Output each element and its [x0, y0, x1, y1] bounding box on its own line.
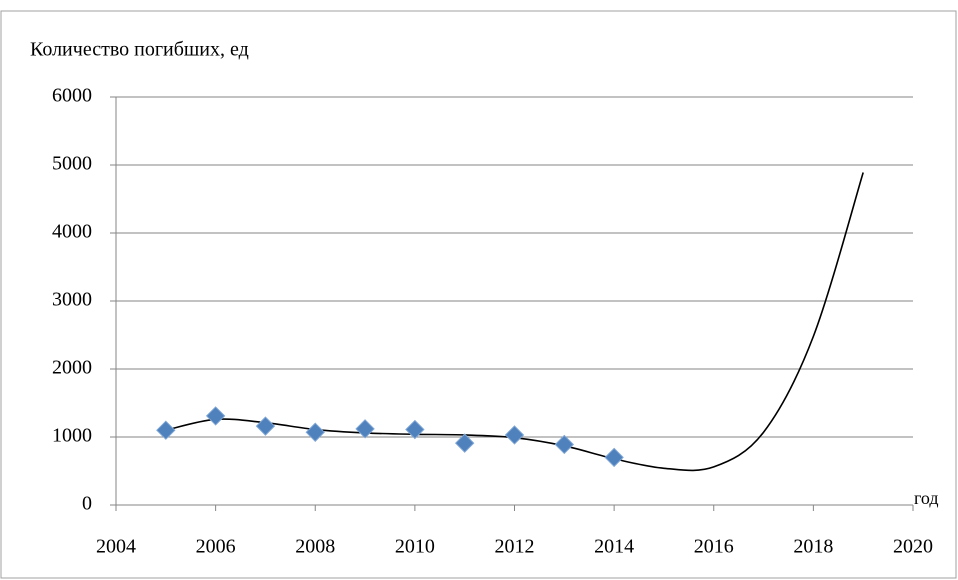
x-tick-label: 2018: [793, 536, 833, 558]
x-tick-label: 2016: [694, 536, 734, 558]
data-point: [554, 434, 575, 455]
x-axis-title: год: [914, 488, 939, 508]
data-point: [405, 419, 425, 440]
data-point: [255, 416, 276, 436]
y-tick-label: 5000: [52, 153, 92, 175]
chart-frame: [0, 10, 957, 579]
data-point: [205, 406, 226, 426]
y-tick-label: 3000: [52, 289, 92, 311]
x-tick-label: 2008: [295, 536, 335, 558]
x-tick-label: 2010: [395, 536, 435, 558]
trend-line: [165, 172, 864, 472]
x-tick-label: 2004: [96, 536, 136, 558]
y-tick-label: 1000: [52, 425, 92, 447]
x-tick-label: 2006: [196, 536, 236, 558]
data-point: [604, 447, 624, 468]
y-tick-label: 6000: [52, 85, 92, 107]
data-point: [305, 422, 325, 442]
y-tick-label: 0: [82, 493, 92, 515]
data-point: [355, 419, 375, 439]
x-tick-label: 2012: [495, 536, 535, 558]
data-point: [156, 420, 176, 440]
data-point: [504, 425, 525, 445]
y-tick-label: 2000: [52, 357, 92, 379]
x-tick-label: 2014: [594, 536, 634, 558]
y-axis-title: Количество погибших, ед: [30, 39, 249, 61]
data-point: [454, 433, 475, 453]
x-tick-label: 2020: [893, 536, 933, 558]
y-tick-label: 4000: [52, 221, 92, 243]
